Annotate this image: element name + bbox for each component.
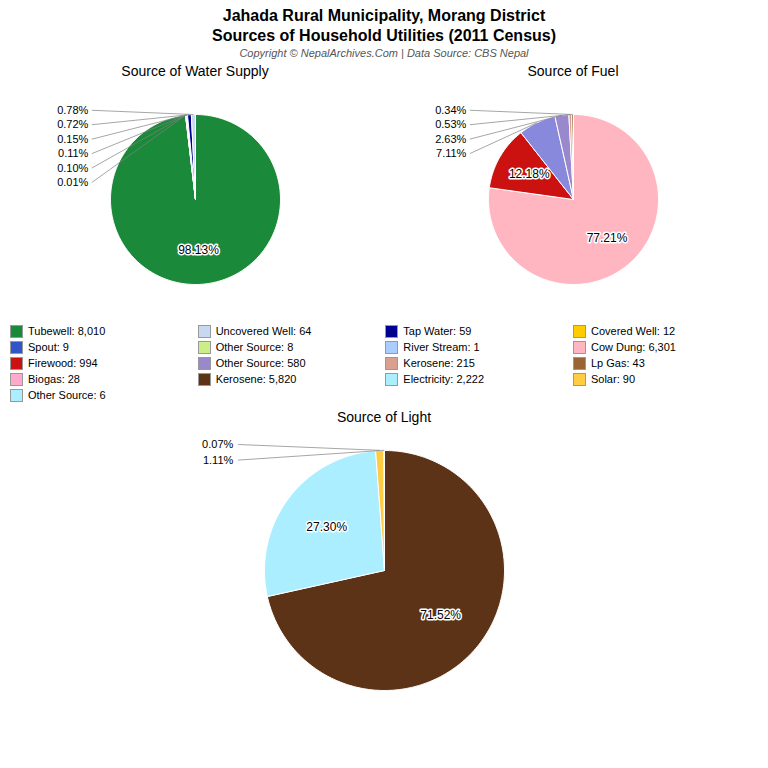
html-text:Sources of Household Utilities: Sources of Household Utilities (2011 Cen… xyxy=(212,27,556,44)
svg-text:0.53%: 0.53% xyxy=(435,118,466,130)
html-text:Copyright © NepalArchives.Com: Copyright © NepalArchives.Com | Data Sou… xyxy=(239,47,529,59)
html-text:Tap Water: 59: Tap Water: 59 xyxy=(403,325,472,337)
html-text:Lp Gas: 43: Lp Gas: 43 xyxy=(591,357,645,369)
html-text:Covered Well: 12: Covered Well: 12 xyxy=(591,325,676,337)
svg-text:27.30%: 27.30% xyxy=(306,520,347,534)
svg-text:0.15%: 0.15% xyxy=(57,133,88,145)
html-text:Biogas: 28: Biogas: 28 xyxy=(28,373,80,385)
html-text:Other Source: 8: Other Source: 8 xyxy=(215,341,294,353)
html-text:Cow Dung: 6,301: Cow Dung: 6,301 xyxy=(591,341,676,353)
html-text:Uncovered Well: 64: Uncovered Well: 64 xyxy=(215,325,312,337)
html-text:Kerosene: 215: Kerosene: 215 xyxy=(403,357,475,369)
svg-text:0.10%: 0.10% xyxy=(57,162,88,174)
svg-text:0.78%: 0.78% xyxy=(57,104,88,116)
html-text:Electricity: 2,222: Electricity: 2,222 xyxy=(403,373,484,385)
svg-text:7.11%: 7.11% xyxy=(436,147,467,159)
html-text:Firewood: 994: Firewood: 994 xyxy=(28,357,98,369)
html-text:Source of Fuel: Source of Fuel xyxy=(527,63,619,79)
html-text:Kerosene: 5,820: Kerosene: 5,820 xyxy=(215,373,297,385)
svg-text:98.13%: 98.13% xyxy=(178,243,219,257)
svg-text:0.72%: 0.72% xyxy=(57,118,88,130)
svg-text:0.01%: 0.01% xyxy=(57,176,88,188)
html-text:River Stream: 1: River Stream: 1 xyxy=(403,341,480,353)
html-text:Spout: 9: Spout: 9 xyxy=(28,341,69,353)
html-text:Source of Light: Source of Light xyxy=(336,409,432,425)
html-text:Other Source: 6: Other Source: 6 xyxy=(28,389,106,401)
svg-text:77.21%: 77.21% xyxy=(587,231,628,245)
svg-text:0.11%: 0.11% xyxy=(58,147,89,159)
svg-text:2.63%: 2.63% xyxy=(435,133,466,145)
html-text:Jahada Rural Municipality, Mor: Jahada Rural Municipality, Morang Distri… xyxy=(222,7,546,24)
svg-text:1.11%: 1.11% xyxy=(203,454,234,466)
html-text:Other Source: 580: Other Source: 580 xyxy=(215,357,306,369)
svg-text:12.18%: 12.18% xyxy=(509,167,550,181)
svg-text:0.34%: 0.34% xyxy=(435,104,466,116)
svg-text:0.07%: 0.07% xyxy=(202,438,233,450)
html-text:Source of Water Supply: Source of Water Supply xyxy=(121,63,269,79)
html-text:Solar: 90: Solar: 90 xyxy=(591,373,635,385)
html-text:Tubewell: 8,010: Tubewell: 8,010 xyxy=(28,325,106,337)
svg-text:71.52%: 71.52% xyxy=(420,608,461,622)
